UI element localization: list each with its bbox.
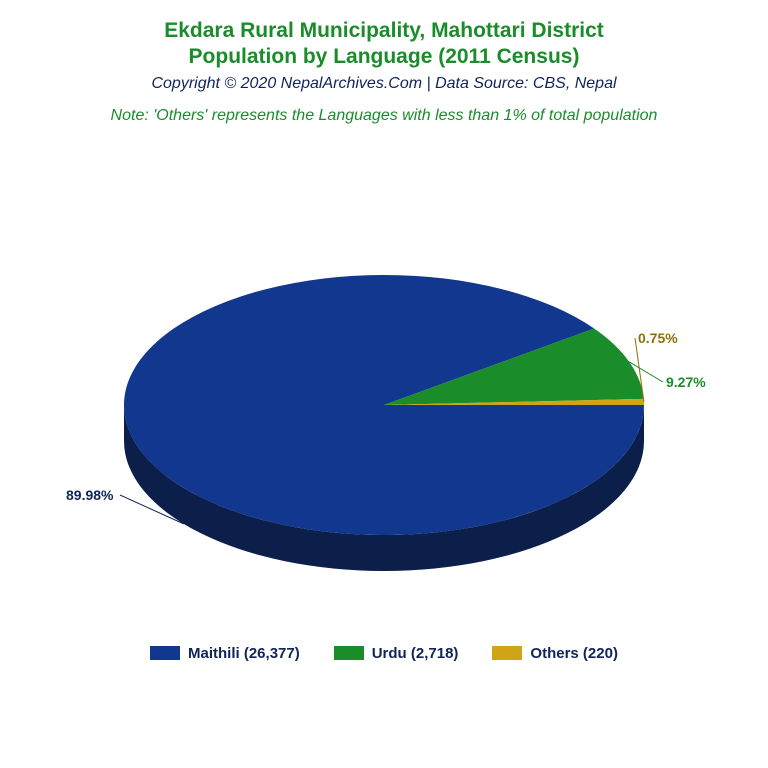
legend-label: Others (220)	[530, 645, 618, 662]
pct-label-maithili: 89.98%	[66, 487, 113, 503]
legend-item-others: Others (220)	[492, 645, 618, 662]
legend: Maithili (26,377) Urdu (2,718) Others (2…	[150, 645, 618, 662]
swatch-icon	[150, 646, 180, 660]
pie-svg	[30, 155, 738, 635]
legend-label: Urdu (2,718)	[372, 645, 459, 662]
note-text: Note: 'Others' represents the Languages …	[111, 107, 658, 125]
title-line-2: Population by Language (2011 Census)	[189, 45, 580, 68]
legend-item-urdu: Urdu (2,718)	[334, 645, 459, 662]
legend-label: Maithili (26,377)	[188, 645, 300, 662]
pct-label-urdu: 9.27%	[666, 374, 706, 390]
copyright-text: Copyright © 2020 NepalArchives.Com | Dat…	[151, 75, 616, 93]
swatch-icon	[492, 646, 522, 660]
legend-item-maithili: Maithili (26,377)	[150, 645, 300, 662]
pie-chart: 0.75% 9.27% 89.98%	[30, 155, 738, 635]
title-line-1: Ekdara Rural Municipality, Mahottari Dis…	[164, 19, 604, 42]
chart-title: Ekdara Rural Municipality, Mahottari Dis…	[164, 18, 604, 71]
swatch-icon	[334, 646, 364, 660]
pct-label-others: 0.75%	[638, 330, 678, 346]
